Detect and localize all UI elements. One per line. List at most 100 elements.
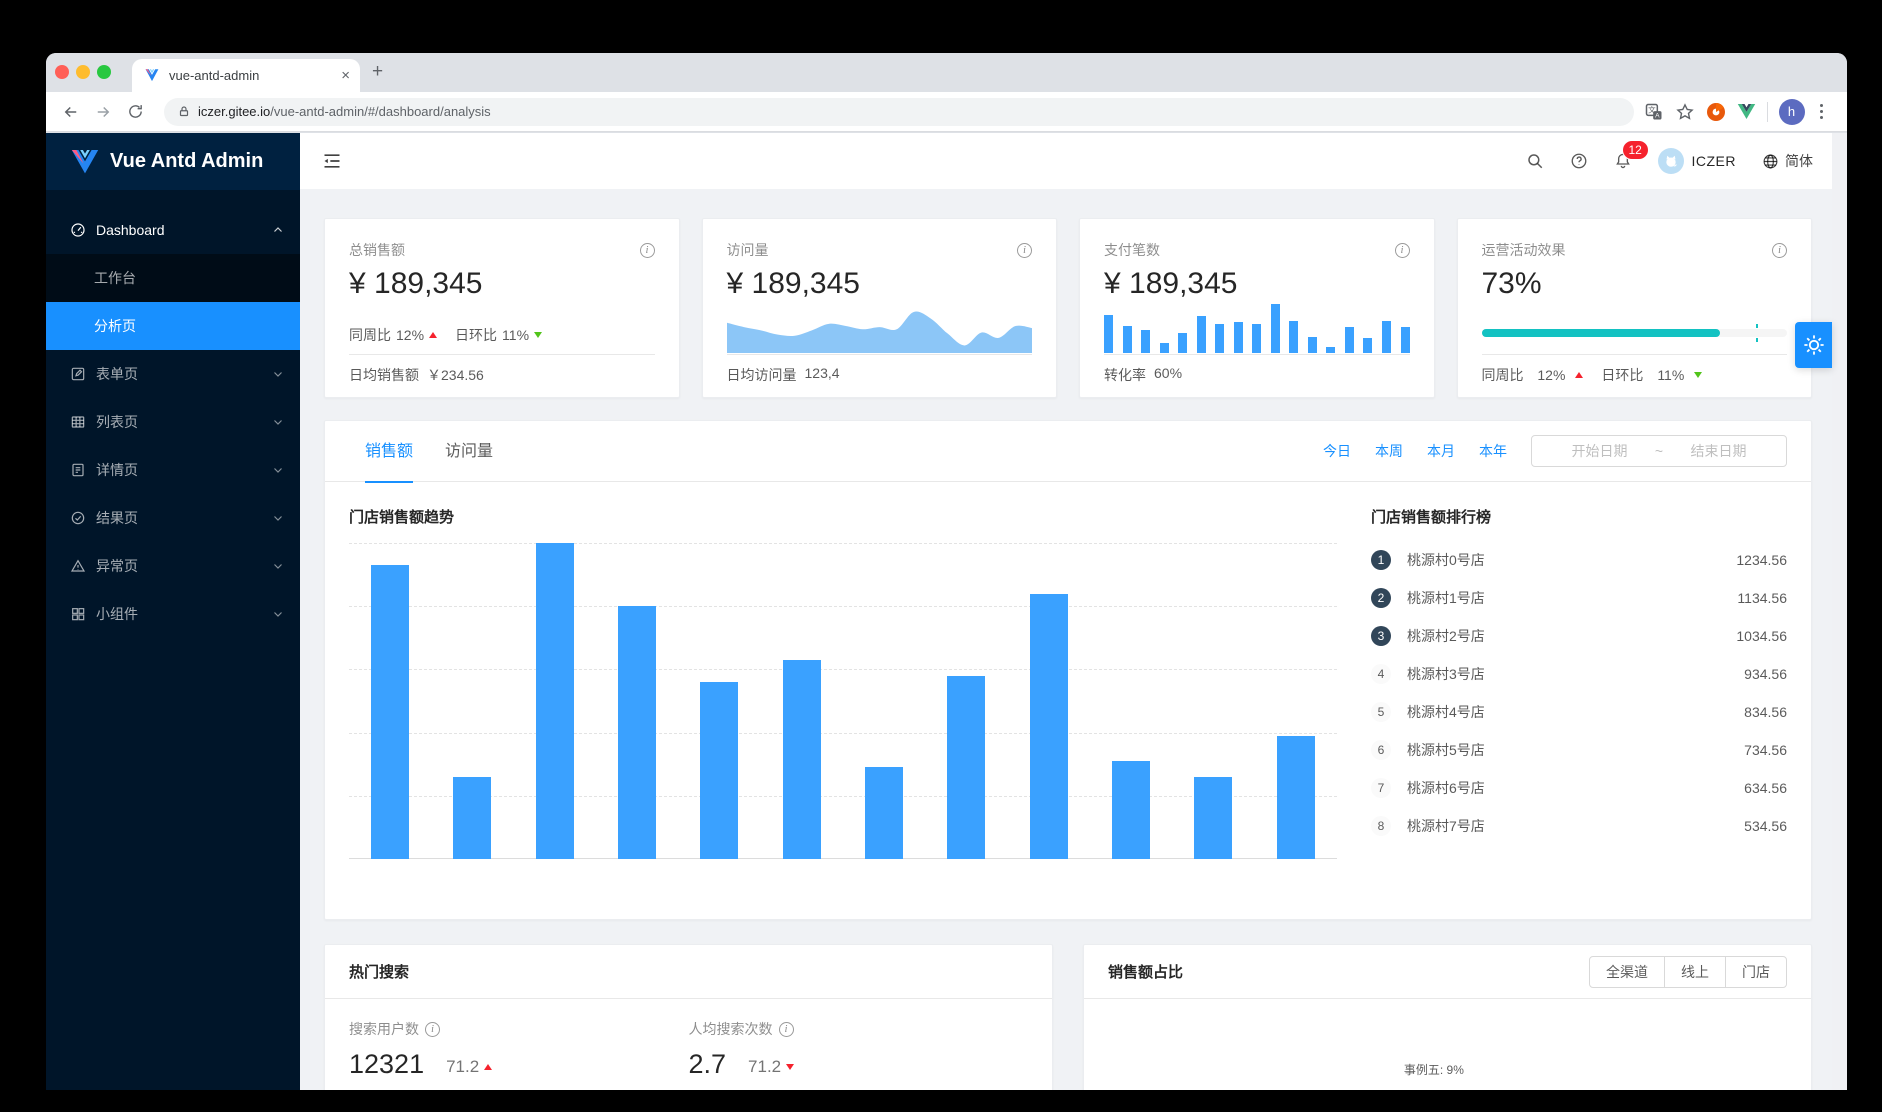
stat-title: 总销售额	[349, 242, 405, 258]
trend-chart-title: 门店销售额趋势	[349, 509, 455, 526]
check-circle-icon	[70, 510, 86, 526]
minimize-window-button[interactable]	[76, 65, 90, 79]
sidebar-item-results[interactable]: 结果页	[46, 494, 300, 542]
sidebar-item-analysis[interactable]: 分析页	[46, 302, 300, 350]
rank-title: 门店销售额排行榜	[1371, 509, 1492, 526]
date-range-picker[interactable]: 开始日期 ~ 结束日期	[1531, 435, 1787, 467]
sales-bar	[1194, 776, 1233, 859]
sales-bar	[865, 767, 904, 859]
help-icon[interactable]	[1570, 152, 1588, 170]
sidebar-item-lists[interactable]: 列表页	[46, 398, 300, 446]
trend-value: 12%	[396, 327, 425, 343]
trend-label: 日环比	[455, 327, 498, 343]
tab-close-icon[interactable]: ×	[341, 67, 350, 84]
tab-visits[interactable]: 访问量	[445, 442, 494, 460]
mini-area-chart	[726, 311, 1032, 353]
stat-title: 支付笔数	[1104, 242, 1160, 258]
mini-bar	[1196, 315, 1206, 353]
app-header: 12 ICZER 简体	[300, 133, 1847, 189]
channel-store-button[interactable]: 门店	[1725, 955, 1787, 988]
browser-tab[interactable]: vue-antd-admin ×	[132, 59, 360, 92]
rank-badge: 3	[1371, 626, 1391, 646]
sidebar: Vue Antd Admin Dashboard 工作台 分析页	[46, 133, 300, 1090]
progress-bar	[1481, 324, 1787, 353]
sidebar-item-label: 工作台	[94, 270, 136, 286]
mini-bar	[1344, 327, 1354, 353]
browser-profile-avatar[interactable]: h	[1778, 98, 1805, 125]
notifications-bell[interactable]: 12	[1614, 140, 1649, 170]
dashboard-content: 总销售额 i ¥ 189,345 同周比 12% 日环比 11% 日均销售额	[300, 189, 1847, 1090]
search-icon[interactable]	[1526, 152, 1544, 170]
mini-bar	[1141, 330, 1151, 353]
sidebar-item-label: 小组件	[96, 606, 138, 622]
sidebar-item-widgets[interactable]: 小组件	[46, 590, 300, 638]
quick-link-year[interactable]: 本年	[1479, 443, 1507, 459]
mini-bar	[1122, 325, 1132, 353]
vue-devtools-icon[interactable]	[1737, 103, 1756, 120]
quick-link-week[interactable]: 本周	[1375, 443, 1403, 459]
info-icon[interactable]: i	[1772, 242, 1787, 258]
address-bar[interactable]: iczer.gitee.io/vue-antd-admin/#/dashboar…	[164, 97, 1634, 126]
language-label: 简体	[1785, 153, 1813, 169]
hot-search-title: 热门搜索	[349, 964, 410, 981]
bookmark-star-icon[interactable]	[1675, 102, 1695, 122]
sidebar-logo[interactable]: Vue Antd Admin	[46, 133, 300, 190]
quick-link-today[interactable]: 今日	[1323, 443, 1351, 459]
forward-icon[interactable]	[90, 99, 116, 125]
page-scrollbar[interactable]	[1832, 133, 1847, 1090]
new-tab-button[interactable]: +	[372, 61, 384, 82]
sidebar-item-forms[interactable]: 表单页	[46, 350, 300, 398]
mini-bar	[1159, 342, 1169, 353]
metric-value: 2.7	[688, 1049, 727, 1079]
metric-trend-value: 71.2	[748, 1057, 782, 1076]
metric-value: 12321	[349, 1049, 425, 1079]
mini-bar	[1215, 323, 1225, 353]
channel-all-button[interactable]: 全渠道	[1589, 955, 1665, 988]
info-icon[interactable]: i	[778, 1021, 794, 1037]
mini-bar	[1307, 337, 1317, 353]
sidebar-item-label: 表单页	[96, 366, 138, 382]
user-menu[interactable]: ICZER	[1657, 148, 1737, 174]
back-icon[interactable]	[58, 99, 84, 125]
quick-link-month[interactable]: 本月	[1427, 443, 1455, 459]
menu-fold-icon[interactable]	[322, 151, 342, 171]
sales-ratio-title: 销售额占比	[1108, 964, 1184, 981]
info-icon[interactable]: i	[639, 242, 655, 258]
store-value: 934.56	[1744, 666, 1787, 682]
language-switch[interactable]: 简体	[1762, 151, 1813, 171]
store-value: 1134.56	[1737, 590, 1787, 606]
mini-bar	[1289, 320, 1299, 353]
refresh-icon[interactable]	[122, 99, 148, 125]
sales-bar	[700, 682, 739, 859]
warning-icon	[70, 558, 86, 574]
sidebar-item-details[interactable]: 详情页	[46, 446, 300, 494]
tab-sales[interactable]: 销售额	[349, 421, 429, 483]
channel-online-button[interactable]: 线上	[1664, 955, 1726, 988]
gear-icon	[1803, 335, 1824, 355]
close-window-button[interactable]	[55, 65, 69, 79]
info-icon[interactable]: i	[1394, 242, 1410, 258]
sidebar-item-workplace[interactable]: 工作台	[46, 254, 300, 302]
sidebar-item-exceptions[interactable]: 异常页	[46, 542, 300, 590]
browser-window: vue-antd-admin × + iczer.gitee.io/vue-an…	[46, 53, 1847, 1090]
sidebar-item-label: 结果页	[96, 510, 138, 526]
app-title: Vue Antd Admin	[110, 150, 264, 172]
mini-bar	[1326, 346, 1336, 353]
info-icon[interactable]: i	[425, 1021, 440, 1037]
store-value: 634.56	[1744, 780, 1787, 796]
chevron-up-icon	[272, 224, 284, 236]
info-icon[interactable]: i	[1017, 242, 1032, 258]
caret-up-icon	[484, 1064, 493, 1070]
ranking-row: 7 桃源村6号店 634.56	[1371, 769, 1787, 807]
ranking-row: 4 桃源村3号店 934.56	[1371, 655, 1787, 693]
theme-settings-button[interactable]	[1795, 322, 1832, 368]
browser-menu-icon[interactable]	[1816, 103, 1828, 120]
store-value: 534.56	[1744, 818, 1787, 834]
ranking-row: 1 桃源村0号店 1234.56	[1371, 541, 1787, 579]
rank-badge: 6	[1371, 740, 1391, 760]
extension-orange-icon[interactable]	[1706, 102, 1726, 122]
chevron-down-icon	[272, 608, 284, 620]
maximize-window-button[interactable]	[97, 65, 111, 79]
sidebar-item-dashboard[interactable]: Dashboard	[46, 206, 300, 254]
